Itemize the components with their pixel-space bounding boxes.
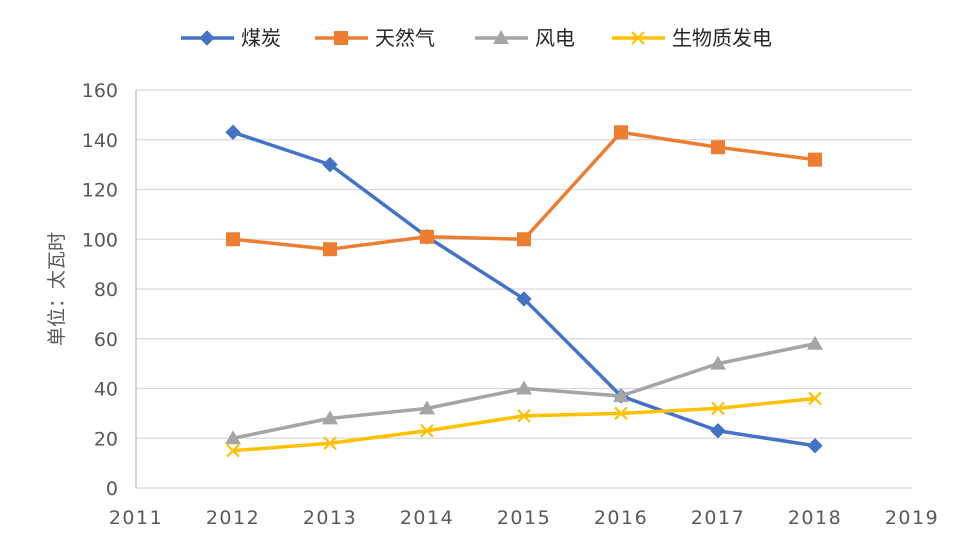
x-tick-label: 2019: [885, 507, 939, 529]
y-tick-label: 100: [82, 229, 118, 251]
y-tick-label: 20: [94, 428, 118, 450]
series-layer: [225, 124, 823, 458]
y-tick-label: 0: [106, 478, 118, 500]
y-tick-label: 160: [82, 80, 118, 102]
data-point: [517, 409, 531, 423]
x-tick-label: 2016: [594, 507, 648, 529]
data-point: [420, 229, 434, 244]
x-tick-label: 2011: [109, 507, 163, 529]
legend-item: 煤炭: [181, 26, 281, 50]
data-point: [226, 443, 240, 458]
data-point: [225, 124, 241, 140]
data-point: [226, 232, 240, 247]
x-tick-label: 2018: [788, 507, 842, 529]
data-point: [614, 125, 628, 140]
series-line: [232, 130, 816, 251]
axes: 0 20 40 60 80 100 120 140 160 2011 2012 2013 2014 201…: [82, 80, 939, 529]
x-tick-label: 2012: [206, 507, 260, 529]
legend-marker: [631, 31, 645, 45]
data-point: [613, 387, 629, 402]
x-tick-label: 2013: [303, 507, 357, 529]
data-point: [323, 242, 337, 257]
y-tick-label: 120: [82, 180, 118, 202]
legend-marker: [493, 30, 509, 44]
data-point: [807, 335, 823, 350]
legend-label: 生物质发电: [672, 26, 772, 50]
data-point: [711, 401, 725, 416]
data-point: [322, 156, 338, 173]
legend-marker: [334, 31, 348, 45]
data-point: [807, 438, 823, 454]
data-point: [710, 355, 726, 370]
legend-label: 煤炭: [241, 26, 281, 50]
data-point: [322, 410, 338, 425]
legend-label: 天然气: [375, 26, 435, 50]
legend-marker: [199, 30, 215, 46]
legend-item: 生物质发电: [612, 26, 772, 50]
data-point: [710, 423, 726, 439]
y-tick-label: 80: [94, 279, 118, 301]
legend-item: 天然气: [315, 26, 435, 50]
data-point: [225, 430, 241, 445]
legend-label: 风电: [535, 26, 575, 50]
series-2: [226, 125, 822, 257]
data-point: [711, 140, 725, 155]
data-point: [614, 406, 628, 421]
y-tick-label: 140: [82, 130, 118, 152]
data-point: [420, 424, 434, 438]
data-point: [323, 436, 337, 451]
data-point: [516, 291, 532, 307]
data-point: [808, 152, 822, 167]
data-point: [808, 391, 822, 406]
data-point: [516, 380, 532, 395]
x-tick-label: 2015: [497, 507, 551, 529]
legend-item: 风电: [475, 26, 575, 50]
y-axis-title: 单位：太瓦时: [46, 232, 68, 346]
y-tick-label: 40: [94, 379, 118, 401]
series-3: [225, 335, 823, 445]
x-tick-label: 2014: [400, 507, 454, 529]
x-tick-label: 2017: [691, 507, 745, 529]
data-point: [419, 400, 435, 415]
series-line: [232, 396, 816, 453]
data-point: [517, 232, 531, 247]
gridlines: [136, 89, 912, 489]
y-tick-label: 60: [94, 329, 118, 351]
legend: 煤炭 天然气 风电 生物质发电: [181, 26, 772, 50]
series-4: [226, 391, 822, 458]
